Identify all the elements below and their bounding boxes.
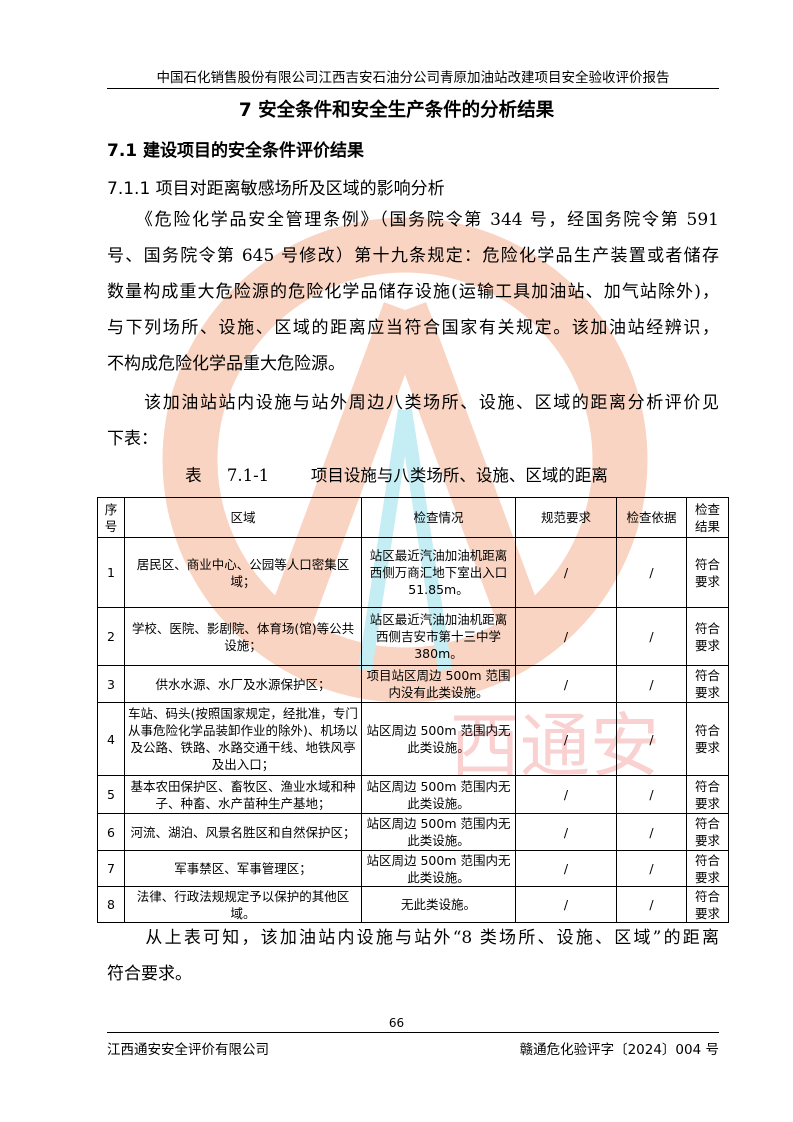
table-cell: 符合要求 <box>686 607 729 666</box>
chapter-title: 7 安全条件和安全生产条件的分析结果 <box>238 100 555 121</box>
table-cell: 站区周边 500m 范围内无此类设施。 <box>361 850 516 887</box>
table-cell: 站区最近汽油加油机距离西侧万商汇地下室出入口 51.85m。 <box>361 537 516 608</box>
table-cell: 法律、行政法规规定予以保护的其他区域。 <box>124 886 362 923</box>
table-cell: / <box>515 537 617 608</box>
subsection-heading: 7.1.1 项目对距离敏感场所及区域的影响分析 <box>107 179 445 199</box>
table-row: 8 法律、行政法规规定予以保护的其他区域。 无此类设施。 / / 符合要求 <box>97 886 729 923</box>
table-cell: 基本农田保护区、畜牧区、渔业水域和种子、种畜、水产苗种生产基地； <box>124 775 362 814</box>
table-cell: 5 <box>97 775 125 814</box>
table-header-row: 序号 区域 检查情况 规范要求 检查依据 检查结果 <box>97 497 729 538</box>
table-cell: / <box>616 813 687 851</box>
table-cell: / <box>616 850 687 887</box>
table-cell: 4 <box>97 702 125 776</box>
text-line: 从上表可知，该加油站内设施与站外“8 类场所、设施、区域”的距离 <box>107 928 719 948</box>
text-line: 数量构成重大危险源的危险化学品储存设施(运输工具加油站、加气站除外)， <box>107 282 719 302</box>
table-cell: / <box>616 607 687 666</box>
table-cell: / <box>515 775 617 814</box>
header-cell: 区域 <box>124 497 362 538</box>
table-row: 4 车站、码头(按照国家规定，经批准，专门从事危险化学品装卸作业的除外)、机场以及… <box>97 702 729 776</box>
text-line: 符合要求。 <box>107 964 192 984</box>
table-row: 7 军事禁区、军事管理区； 站区周边 500m 范围内无此类设施。 / / 符合要求 <box>97 850 729 887</box>
table-cell: / <box>515 607 617 666</box>
table-cell: / <box>515 665 617 703</box>
table-cell: 站区周边 500m 范围内无此类设施。 <box>361 702 516 776</box>
table-cell: 8 <box>97 886 125 923</box>
header-cell: 检查依据 <box>616 497 687 538</box>
paragraph-intro: 该加油站站内设施与站外周边八类场所、设施、区域的距离分析评价见 下表： <box>107 385 719 457</box>
table-cell: / <box>616 775 687 814</box>
table-cell: 项目站区周边 500m 范围内没有此类设施。 <box>361 665 516 703</box>
table-cell: 学校、医院、影剧院、体育场(馆)等公共设施； <box>124 607 362 666</box>
text-line: 不构成危险化学品重大危险源。 <box>107 354 345 374</box>
table-cell: 河流、湖泊、风景名胜区和自然保护区； <box>124 813 362 851</box>
table-cell: 居民区、商业中心、公园等人口密集区域； <box>124 537 362 608</box>
table-cell: 1 <box>97 537 125 608</box>
table-cell: 符合要求 <box>686 850 729 887</box>
table-row: 5 基本农田保护区、畜牧区、渔业水域和种子、种畜、水产苗种生产基地； 站区周边 50… <box>97 775 729 814</box>
table-cell: / <box>616 665 687 703</box>
table-cell: / <box>616 886 687 923</box>
table-cell: / <box>515 850 617 887</box>
footer-doc-number: 赣通危化验评字〔2024〕004 号 <box>519 1042 719 1058</box>
table-row: 6 河流、湖泊、风景名胜区和自然保护区； 站区周边 500m 范围内无此类设施。 / /… <box>97 813 729 851</box>
page-number: 66 <box>388 1016 405 1030</box>
page-header: 中国石化销售股份有限公司江西吉安石油分公司青原加油站改建项目安全验收评价报告 <box>156 70 670 86</box>
table-cell: / <box>616 537 687 608</box>
table-cell: 符合要求 <box>686 702 729 776</box>
table-cell: 7 <box>97 850 125 887</box>
header-divider <box>107 88 719 89</box>
table-cell: 车站、码头(按照国家规定，经批准，专门从事危险化学品装卸作业的除外)、机场以及公… <box>124 702 362 776</box>
table-cell: 符合要求 <box>686 537 729 608</box>
table-cell: / <box>515 702 617 776</box>
footer-company: 江西通安安全评价有限公司 <box>107 1042 269 1058</box>
text-line: 与下列场所、设施、区域的距离应当符合国家有关规定。该加油站经辨识， <box>107 318 719 338</box>
header-cell: 规范要求 <box>515 497 617 538</box>
table-cell: 符合要求 <box>686 775 729 814</box>
table-row: 3 供水水源、水厂及水源保护区； 项目站区周边 500m 范围内没有此类设施。 / / 符… <box>97 665 729 703</box>
table-cell: 站区周边 500m 范围内无此类设施。 <box>361 775 516 814</box>
table-cell: 符合要求 <box>686 813 729 851</box>
table-caption: 表 7.1-1 项目设施与八类场所、设施、区域的距离 <box>185 466 608 485</box>
text-line: 下表： <box>107 429 158 449</box>
table-row: 1 居民区、商业中心、公园等人口密集区域； 站区最近汽油加油机距离西侧万商汇地下室出… <box>97 537 729 608</box>
table-cell: 站区周边 500m 范围内无此类设施。 <box>361 813 516 851</box>
table-cell: 符合要求 <box>686 886 729 923</box>
table-cell: 军事禁区、军事管理区； <box>124 850 362 887</box>
table-cell: 3 <box>97 665 125 703</box>
header-cell: 检查情况 <box>361 497 516 538</box>
table-cell: 无此类设施。 <box>361 886 516 923</box>
table-cell: 6 <box>97 813 125 851</box>
text-line: 《危险化学品安全管理条例》（国务院令第 344 号，经国务院令第 591 <box>107 210 719 230</box>
table-row: 2 学校、医院、影剧院、体育场(馆)等公共设施； 站区最近汽油加油机距离西侧吉安市第… <box>97 607 729 666</box>
header-cell: 检查结果 <box>686 497 729 538</box>
text-line: 该加油站站内设施与站外周边八类场所、设施、区域的距离分析评价见 <box>107 393 719 413</box>
header-cell: 序号 <box>97 497 125 538</box>
section-heading: 7.1 建设项目的安全条件评价结果 <box>107 141 365 161</box>
table-cell: / <box>515 886 617 923</box>
distance-table: 序号 区域 检查情况 规范要求 检查依据 检查结果 1 居民区、商业中心、公园等人… <box>97 497 729 923</box>
paragraph-conclusion: 从上表可知，该加油站内设施与站外“8 类场所、设施、区域”的距离 符合要求。 <box>107 920 719 992</box>
table-cell: 供水水源、水厂及水源保护区； <box>124 665 362 703</box>
paragraph-regulation: 《危险化学品安全管理条例》（国务院令第 344 号，经国务院令第 591 号、国… <box>107 202 719 382</box>
footer-divider <box>107 1032 719 1033</box>
table-cell: / <box>515 813 617 851</box>
table-cell: 2 <box>97 607 125 666</box>
text-line: 号、国务院令第 645 号修改）第十九条规定：危险化学品生产装置或者储存 <box>107 246 719 266</box>
table-cell: 站区最近汽油加油机距离西侧吉安市第十三中学 380m。 <box>361 607 516 666</box>
table-cell: / <box>616 702 687 776</box>
table-cell: 符合要求 <box>686 665 729 703</box>
